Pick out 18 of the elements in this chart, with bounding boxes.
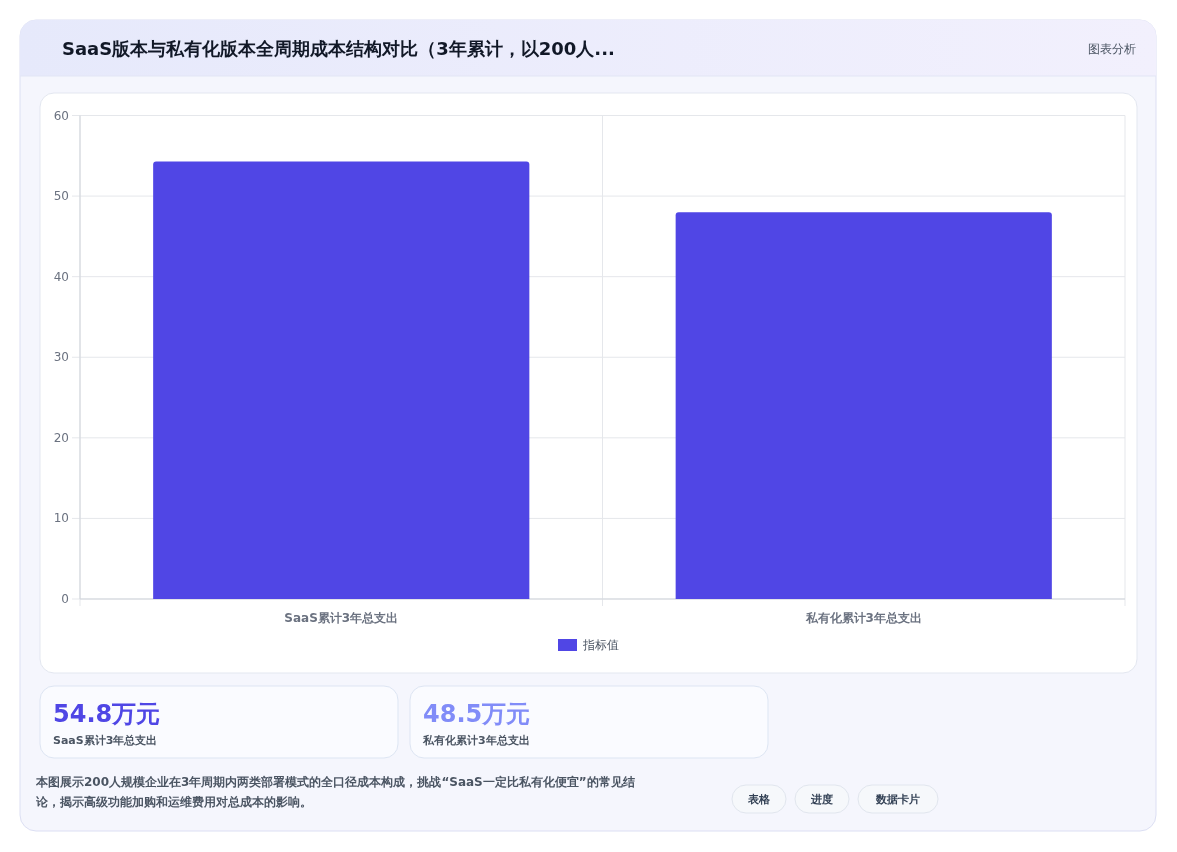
chart-title: SaaS版本与私有化版本全周期成本结构对比（3年累计，以200人... [62, 38, 615, 59]
text: 图表分析 [1088, 42, 1136, 56]
y-tick-label: 40 [53, 269, 69, 284]
text: 私有化累计3年总支出 [422, 734, 530, 747]
y-tick-label: 50 [53, 189, 69, 204]
text: 本图展示200人规模企业在3年周期内两类部署模式的全口径成本构成，挑战“SaaS一定比私有化便宜”的常见结论，揭示高级功能加购和运维费用对总成本的影响。 [36, 774, 636, 811]
y-tick-label: 20 [53, 430, 69, 445]
text: 进度 [810, 793, 833, 806]
legend-label: 指标值 [582, 638, 619, 652]
text: 数据卡片 [875, 793, 920, 806]
y-tick-label: 60 [53, 108, 69, 123]
text: SaaS累计3年总支出 [53, 734, 158, 747]
y-tick-label: 0 [61, 592, 69, 606]
text: 表格 [747, 793, 771, 806]
y-tick-label: 30 [53, 350, 69, 365]
y-tick-label: 10 [53, 511, 69, 526]
text: 54.8万元 [53, 700, 161, 728]
text: 48.5万元 [423, 700, 531, 728]
